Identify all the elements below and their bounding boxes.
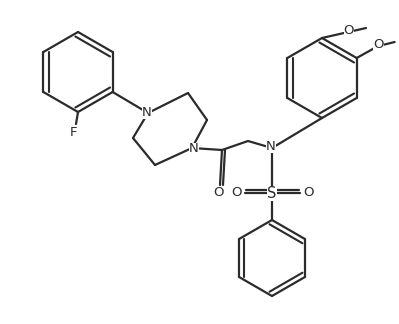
Text: O: O bbox=[344, 25, 354, 38]
Text: N: N bbox=[266, 140, 276, 153]
Text: F: F bbox=[70, 125, 78, 138]
Text: O: O bbox=[232, 187, 242, 200]
Text: O: O bbox=[303, 187, 313, 200]
Text: O: O bbox=[373, 39, 384, 52]
Text: N: N bbox=[189, 143, 199, 156]
Text: S: S bbox=[267, 186, 277, 201]
Text: O: O bbox=[214, 187, 224, 200]
Text: N: N bbox=[142, 106, 152, 119]
